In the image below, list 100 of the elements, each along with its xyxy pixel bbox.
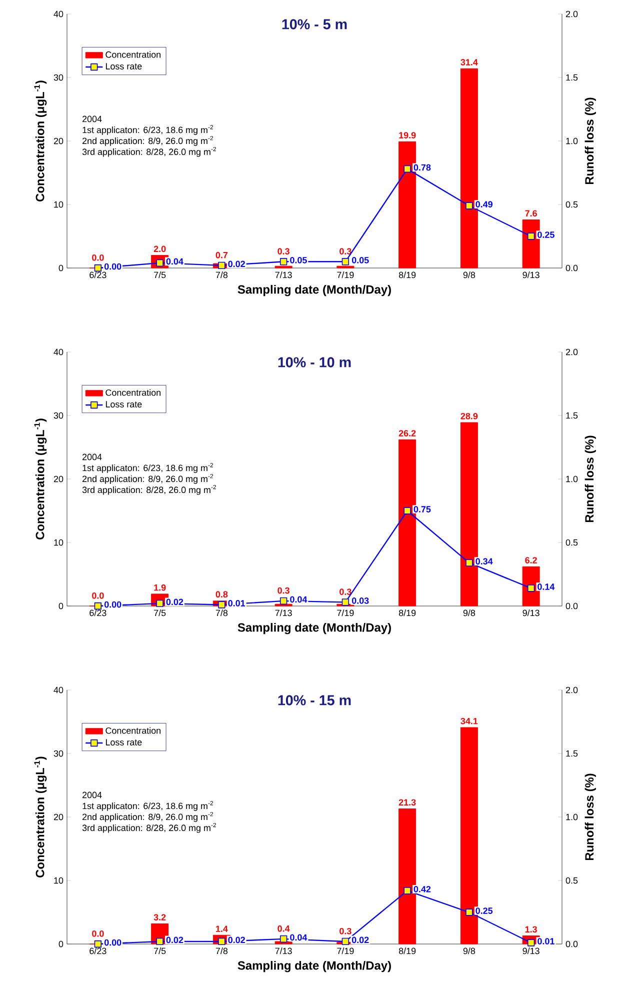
y2-tick-label: 1.0 <box>566 476 578 482</box>
x-tick-label: 7/13 <box>275 610 292 616</box>
data-label: 2.0 <box>154 246 166 252</box>
y-tick-label: 30 <box>54 412 64 419</box>
y2-tick-label: 1.5 <box>566 750 578 757</box>
annotation: 2004 <box>82 792 102 798</box>
data-label: 0.01 <box>228 600 246 606</box>
data-label: 0.8 <box>216 591 228 598</box>
x-tick-label: 7/19 <box>337 610 354 616</box>
x-tick-label: 9/13 <box>522 272 540 278</box>
x-tick-label: 9/8 <box>463 272 476 278</box>
x-tick-label: 7/13 <box>275 948 292 954</box>
y2-tick-label: 0.5 <box>566 539 578 546</box>
y2-tick-label: 1.0 <box>566 138 578 144</box>
legend-label: Concentration <box>106 727 160 734</box>
legend-label: Loss rate <box>106 63 142 70</box>
data-label: 0.02 <box>166 598 184 606</box>
y2-tick-label: 0.5 <box>566 877 578 884</box>
chart-title: 10% - 5 m <box>282 19 347 30</box>
data-label: 0.25 <box>476 908 493 914</box>
annotation: 2nd application: 8/9, 26.0 mg m$^{-2}$ <box>82 474 214 484</box>
data-label: 0.02 <box>166 936 184 944</box>
data-label: 31.4 <box>460 59 478 66</box>
data-label: 0.25 <box>538 232 554 238</box>
data-label: 1.9 <box>154 584 166 591</box>
data-label: 0.00 <box>104 601 122 608</box>
data-label: 0.02 <box>228 936 245 944</box>
annotation: 1st applicaton: 6/23, 18.6 mg m$^{-2}$ <box>82 801 214 811</box>
data-label: 0.3 <box>278 587 290 594</box>
data-label: 0.00 <box>104 939 122 946</box>
x-axis-title: Sampling date (Month/Day) <box>238 284 391 296</box>
data-label: 6.2 <box>525 557 537 564</box>
x-tick-label: 6/23 <box>90 272 106 278</box>
y-tick-label: 10 <box>54 877 64 884</box>
data-label: 0.49 <box>476 201 492 208</box>
data-label: 0.04 <box>166 258 184 265</box>
y2-tick-label: 0.0 <box>566 264 578 272</box>
data-label: 0.05 <box>290 256 307 264</box>
chart-title: 10% - 10 m <box>278 357 351 368</box>
y2-axis-title: Runoff loss (%) <box>584 98 596 184</box>
data-label: 0.04 <box>290 596 308 603</box>
annotation: 2004 <box>82 454 102 460</box>
y-tick-label: 30 <box>54 750 64 757</box>
data-label: 0.42 <box>414 886 431 892</box>
x-tick-label: 9/8 <box>463 610 476 616</box>
y-axis-title: Concentration (μgL$^{-1}$) <box>34 756 47 878</box>
x-axis-title: Sampling date (Month/Day) <box>238 960 391 972</box>
data-label: 1.4 <box>216 926 228 932</box>
data-label: 28.9 <box>460 412 478 420</box>
data-label: 0.0 <box>92 592 104 599</box>
x-tick-label: 7/8 <box>216 610 228 616</box>
data-label: 0.14 <box>538 584 555 590</box>
x-tick-label: 7/8 <box>216 272 228 278</box>
data-label: 26.2 <box>398 430 416 436</box>
y-tick-label: 40 <box>54 10 64 18</box>
y2-axis-title: Runoff loss (%) <box>584 774 596 860</box>
y-tick-label: 0 <box>58 602 64 610</box>
annotation: 2004 <box>82 116 102 122</box>
x-tick-label: 8/19 <box>398 948 416 954</box>
annotation: 2nd application: 8/9, 26.0 mg m$^{-2}$ <box>82 812 214 822</box>
y2-tick-label: 1.5 <box>566 74 578 81</box>
data-label: 0.03 <box>352 598 369 604</box>
x-tick-label: 9/8 <box>463 948 476 954</box>
data-label: 0.3 <box>340 248 352 254</box>
annotation: 2nd application: 8/9, 26.0 mg m$^{-2}$ <box>82 136 214 146</box>
x-tick-label: 7/8 <box>216 948 228 954</box>
y-axis-title: Concentration (μgL$^{-1}$) <box>34 80 47 202</box>
data-label: 0.05 <box>352 256 369 264</box>
x-tick-label: 9/13 <box>522 610 540 616</box>
y2-tick-label: 0.0 <box>566 940 578 948</box>
y-tick-label: 20 <box>54 476 64 482</box>
data-label: 0.78 <box>414 164 431 171</box>
y-tick-label: 10 <box>54 201 64 208</box>
legend-label: Concentration <box>106 51 160 58</box>
annotation: 1st applicaton: 6/23, 18.6 mg m$^{-2}$ <box>82 125 214 135</box>
y2-axis-title: Runoff loss (%) <box>584 436 596 522</box>
legend-label: Loss rate <box>106 739 142 746</box>
data-label: 0.3 <box>278 248 290 254</box>
data-label: 0.04 <box>290 934 308 941</box>
x-tick-label: 7/19 <box>337 272 354 278</box>
annotation: 3rd application: 8/28, 26.0 mg m$^{-2}$ <box>82 484 216 495</box>
data-label: 0.02 <box>352 936 369 944</box>
data-label: 0.3 <box>340 588 352 595</box>
x-tick-label: 8/19 <box>398 610 416 616</box>
y2-tick-label: 2.0 <box>566 348 578 356</box>
y2-tick-label: 0.5 <box>566 201 578 208</box>
data-label: 34.1 <box>460 718 478 724</box>
data-label: 7.6 <box>525 210 537 217</box>
x-tick-label: 6/23 <box>90 610 106 616</box>
annotation: 1st applicaton: 6/23, 18.6 mg m$^{-2}$ <box>82 463 214 473</box>
data-label: 0.75 <box>414 506 431 512</box>
y-tick-label: 20 <box>54 814 64 820</box>
data-label: 1.3 <box>525 926 537 933</box>
data-label: 0.0 <box>92 254 104 261</box>
x-tick-label: 7/5 <box>154 610 166 616</box>
y-axis-title: Concentration (μgL$^{-1}$) <box>34 418 47 540</box>
x-tick-label: 7/13 <box>275 272 292 278</box>
legend-label: Loss rate <box>106 401 142 408</box>
x-axis-title: Sampling date (Month/Day) <box>238 622 391 634</box>
x-tick-label: 7/5 <box>154 948 166 954</box>
